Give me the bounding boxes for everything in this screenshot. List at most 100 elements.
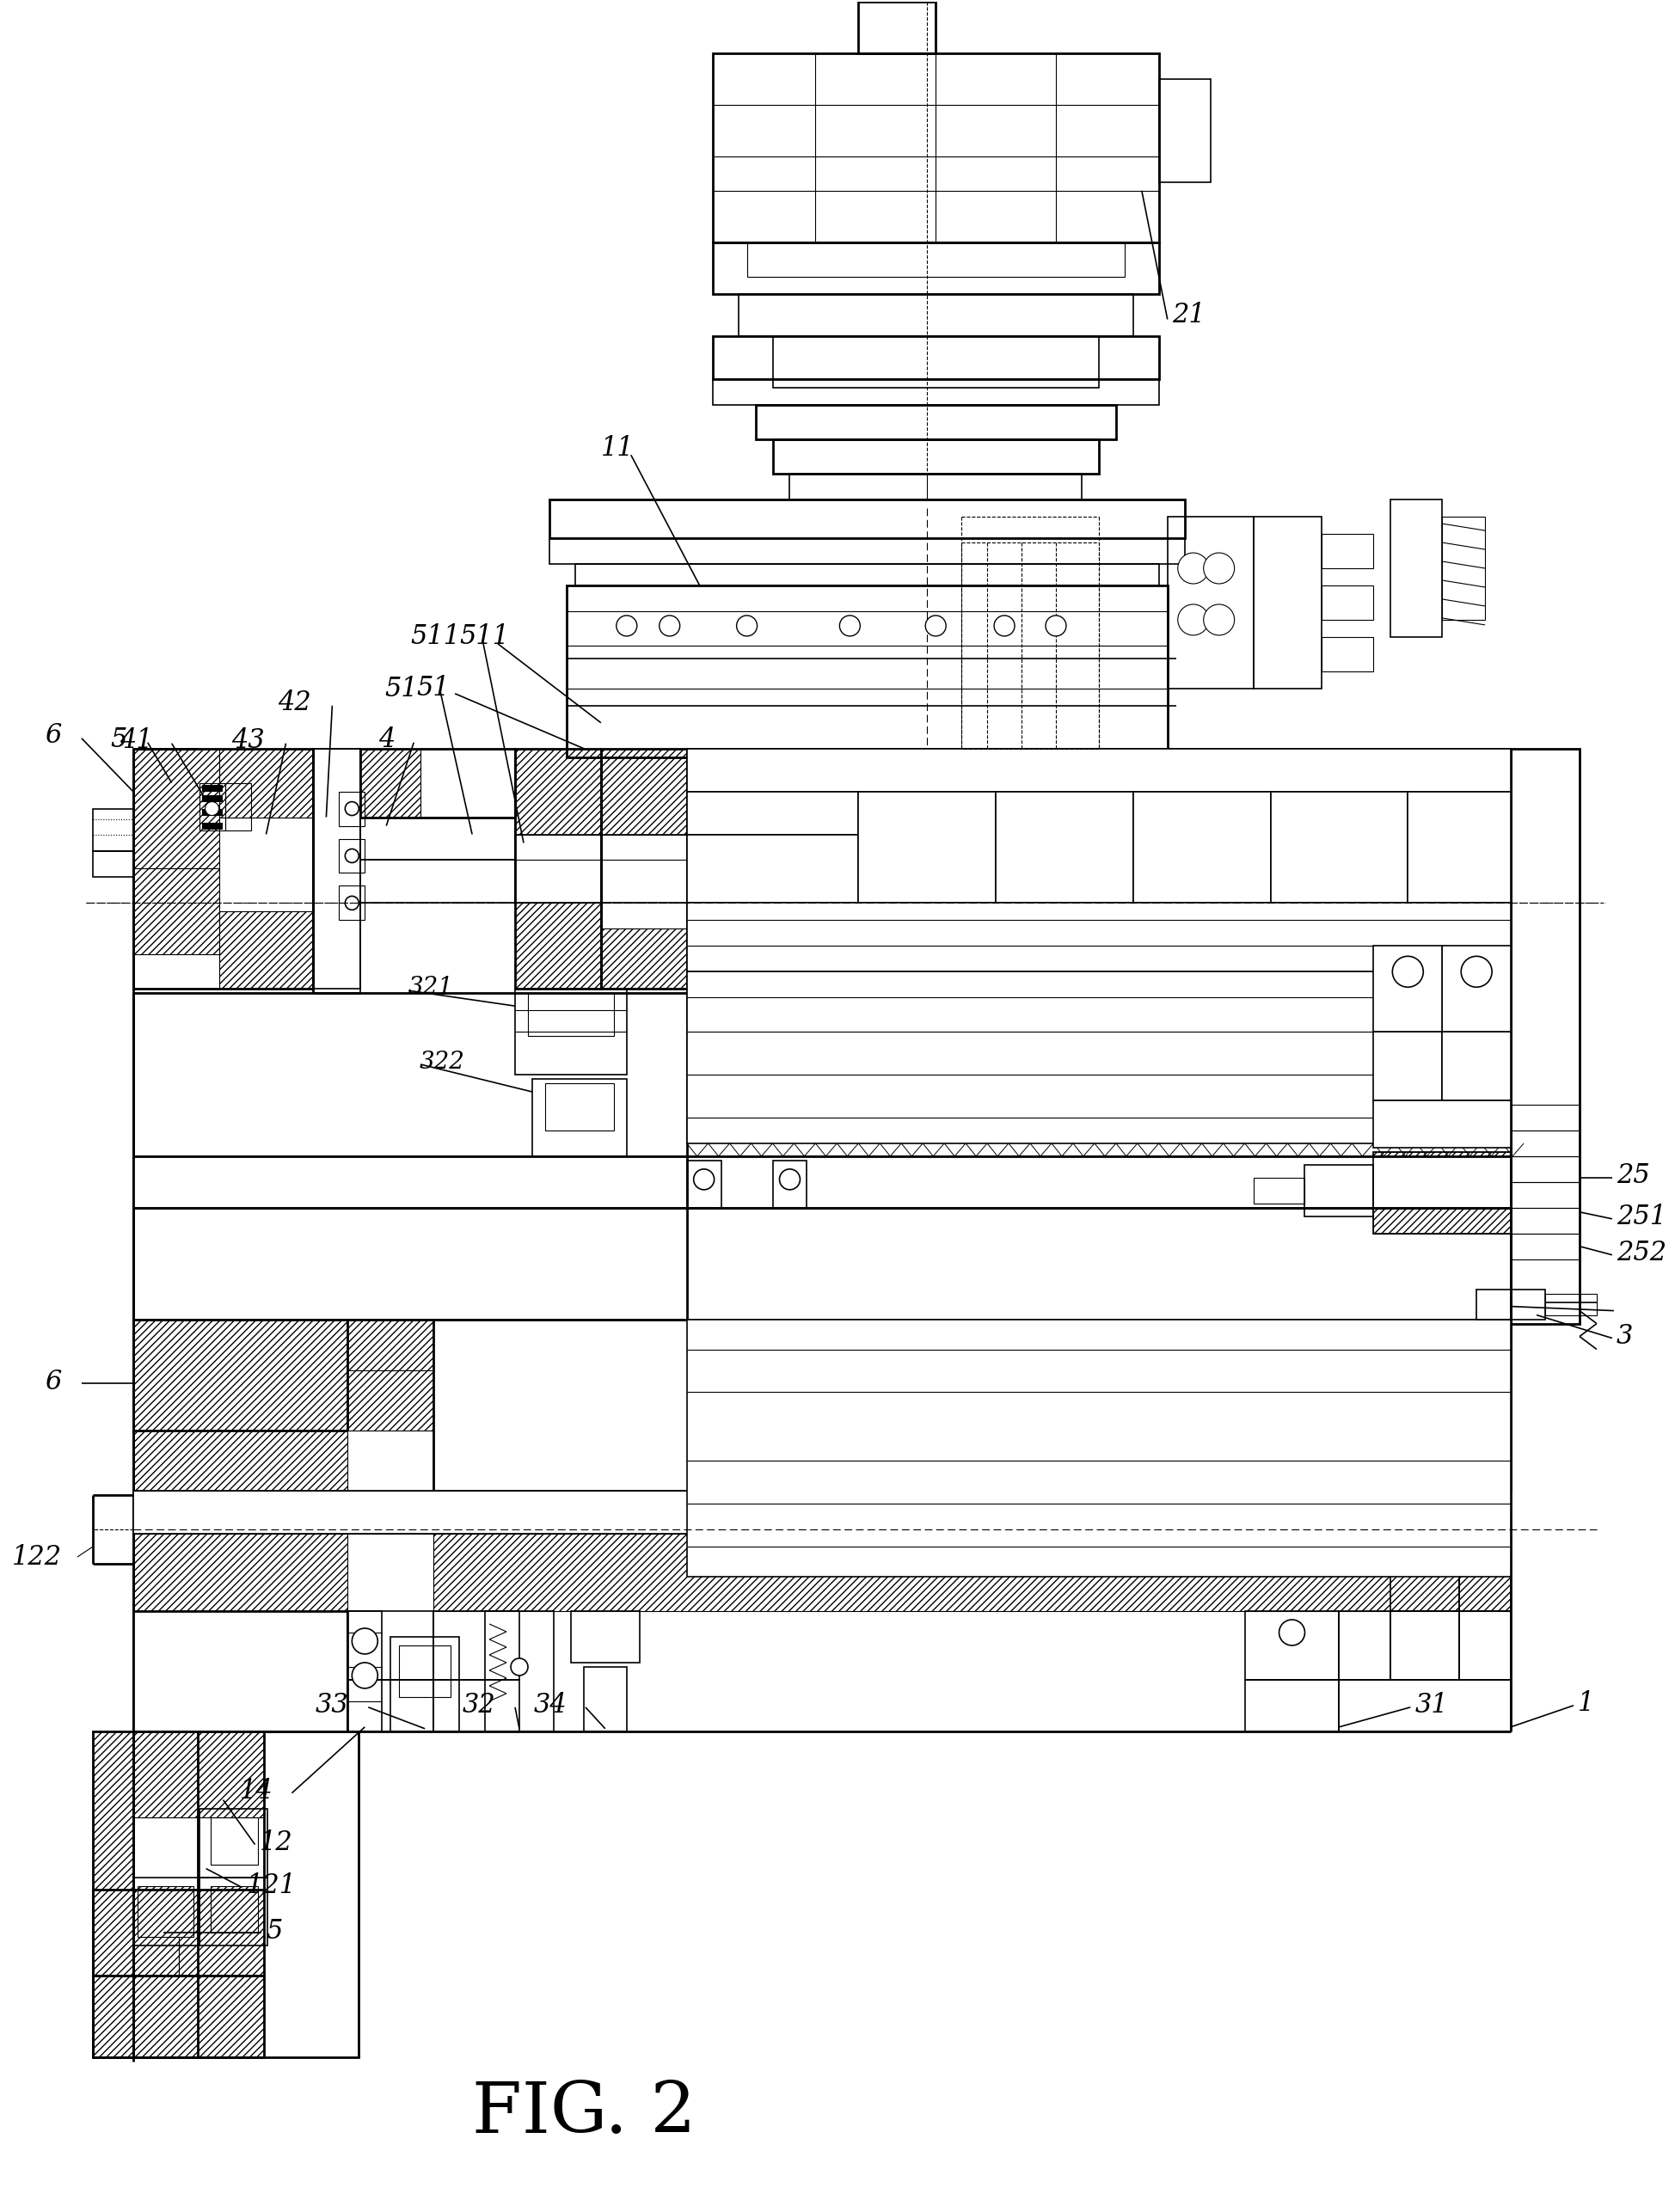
- Bar: [687, 971, 1511, 1144]
- Bar: [132, 1732, 198, 1816]
- Circle shape: [737, 615, 757, 637]
- Bar: [601, 748, 687, 834]
- Bar: [1390, 500, 1442, 637]
- Bar: [211, 1610, 313, 1732]
- Bar: [132, 1431, 348, 1500]
- Bar: [516, 748, 601, 989]
- Circle shape: [1178, 553, 1209, 584]
- Circle shape: [1045, 615, 1067, 637]
- Bar: [348, 1371, 434, 1431]
- Text: 3: 3: [1616, 1323, 1633, 1349]
- Bar: [755, 405, 1116, 440]
- Circle shape: [839, 615, 861, 637]
- Bar: [132, 748, 219, 869]
- Bar: [1271, 792, 1409, 843]
- Bar: [132, 993, 1511, 1157]
- Bar: [360, 816, 516, 860]
- Bar: [571, 1610, 640, 1663]
- Circle shape: [1178, 604, 1209, 635]
- Bar: [544, 1084, 613, 1130]
- Text: 51: 51: [417, 675, 449, 701]
- Bar: [219, 911, 313, 989]
- Text: 12: 12: [260, 1829, 293, 1856]
- Bar: [687, 1318, 1511, 1577]
- Text: 321: 321: [407, 975, 454, 1000]
- Bar: [201, 785, 223, 792]
- Bar: [360, 748, 516, 816]
- Text: 6: 6: [45, 723, 62, 750]
- Bar: [338, 792, 365, 825]
- Text: 33: 33: [315, 1692, 348, 1719]
- Bar: [1511, 1208, 1580, 1234]
- Bar: [132, 1181, 313, 1318]
- Bar: [997, 792, 1134, 902]
- Bar: [348, 1679, 434, 1732]
- Bar: [772, 1161, 807, 1208]
- Bar: [575, 564, 1159, 586]
- Bar: [199, 1878, 268, 1947]
- Bar: [1245, 1610, 1340, 1679]
- Bar: [92, 852, 132, 878]
- Bar: [132, 1491, 1511, 1533]
- Bar: [533, 1079, 626, 1166]
- Bar: [348, 1318, 434, 1371]
- Circle shape: [204, 801, 219, 816]
- Bar: [348, 1610, 434, 1679]
- Bar: [132, 1208, 1511, 1318]
- Bar: [313, 748, 360, 989]
- Bar: [1322, 533, 1374, 568]
- Bar: [601, 748, 687, 989]
- Bar: [1546, 1294, 1596, 1314]
- Bar: [1134, 792, 1271, 902]
- Bar: [1390, 1555, 1459, 1610]
- Bar: [211, 1887, 258, 1933]
- Bar: [687, 748, 1511, 1318]
- Text: 1: 1: [1578, 1690, 1595, 1717]
- Bar: [859, 792, 997, 843]
- Bar: [1340, 1679, 1511, 1732]
- Bar: [132, 1318, 348, 1431]
- Bar: [199, 783, 224, 830]
- Bar: [132, 869, 219, 956]
- Circle shape: [993, 615, 1015, 637]
- Bar: [92, 1975, 265, 2057]
- Text: 32: 32: [462, 1692, 496, 1719]
- Text: 511: 511: [459, 624, 509, 650]
- Bar: [1305, 1166, 1374, 1217]
- Bar: [132, 1878, 199, 1947]
- Circle shape: [1280, 1619, 1305, 1646]
- Bar: [486, 1610, 554, 1732]
- Bar: [92, 810, 132, 852]
- Bar: [132, 748, 313, 989]
- Text: 31: 31: [1415, 1692, 1447, 1719]
- Bar: [1374, 1152, 1511, 1234]
- Bar: [132, 1157, 1511, 1208]
- Bar: [338, 838, 365, 874]
- Bar: [1511, 1157, 1580, 1181]
- Bar: [516, 902, 601, 989]
- Bar: [198, 1732, 265, 1816]
- Circle shape: [352, 1663, 379, 1688]
- Bar: [1167, 518, 1253, 688]
- Bar: [1162, 1318, 1511, 1491]
- Bar: [92, 1732, 358, 2057]
- Bar: [1245, 1679, 1340, 1732]
- Text: 43: 43: [231, 728, 265, 754]
- Circle shape: [1204, 604, 1234, 635]
- Text: 11: 11: [601, 436, 635, 462]
- Bar: [338, 885, 365, 920]
- Bar: [1374, 1099, 1511, 1148]
- Bar: [1442, 947, 1511, 1031]
- Text: 42: 42: [278, 690, 312, 717]
- Bar: [348, 1610, 382, 1732]
- Bar: [791, 473, 1082, 500]
- Bar: [1409, 792, 1511, 843]
- Bar: [687, 792, 859, 834]
- Text: FIG. 2: FIG. 2: [472, 2079, 695, 2148]
- Bar: [132, 1610, 211, 1732]
- Circle shape: [511, 1659, 528, 1674]
- Bar: [201, 794, 223, 801]
- Bar: [1442, 1031, 1511, 1099]
- Bar: [201, 810, 223, 816]
- Text: 121: 121: [246, 1871, 296, 1900]
